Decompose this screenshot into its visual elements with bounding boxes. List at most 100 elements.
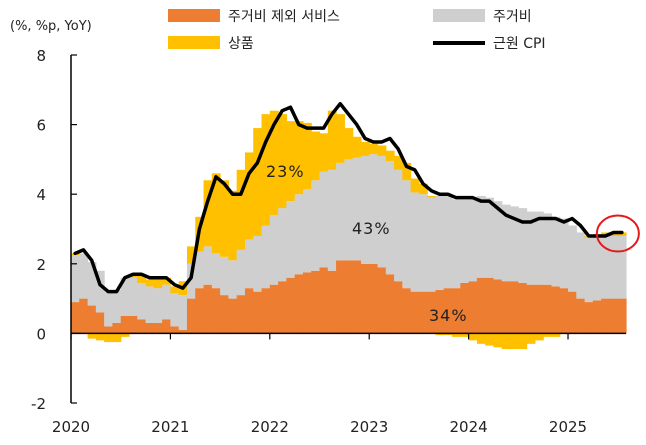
bar-segment-goods-25 — [278, 114, 287, 209]
bar-segment-services-ex-shelter-62 — [584, 302, 594, 334]
bar-segment-goods-24 — [269, 110, 279, 216]
bar-segment-services-ex-shelter-48 — [468, 281, 478, 334]
bar-segment-services-ex-shelter-45 — [443, 288, 453, 334]
bar-segment-goods-53 — [510, 333, 519, 350]
bar-segment-shelter-62 — [584, 237, 594, 303]
bar-segment-services-ex-shelter-54 — [518, 282, 528, 334]
bar-segment-services-ex-shelter-35 — [360, 263, 370, 334]
bar-segment-goods-9 — [145, 279, 155, 287]
legend-swatch-services-ex-shelter — [168, 9, 220, 22]
bar-segment-shelter-9 — [145, 286, 155, 323]
bar-segment-shelter-54 — [518, 208, 528, 283]
x-tick-label-4: 2024 — [450, 418, 488, 436]
bar-segment-goods-33 — [344, 128, 354, 160]
annotation-shelter-share: 43% — [352, 219, 391, 238]
bar-segment-shelter-26 — [286, 201, 296, 278]
bar-segment-goods-41 — [410, 178, 420, 193]
bar-segment-goods-36 — [369, 143, 379, 155]
bar-segment-services-ex-shelter-7 — [128, 316, 138, 334]
bar-segment-shelter-30 — [319, 171, 329, 268]
bar-segment-shelter-0 — [71, 255, 80, 303]
bar-segment-shelter-43 — [427, 197, 437, 292]
bar-segment-services-ex-shelter-52 — [501, 281, 511, 334]
bar-segment-services-ex-shelter-66 — [617, 298, 627, 334]
bar-segment-goods-21 — [244, 152, 254, 240]
bar-segment-services-ex-shelter-49 — [476, 277, 486, 334]
bar-segment-goods-45 — [443, 333, 453, 336]
y-tick-label-4: 6 — [36, 117, 46, 135]
bar-segment-services-ex-shelter-34 — [352, 260, 362, 334]
bar-segment-goods-43 — [427, 195, 437, 198]
legend-label-services-ex-shelter: 주거비 제외 서비스 — [228, 9, 340, 25]
bar-segment-shelter-57 — [543, 213, 553, 285]
bar-segment-shelter-63 — [592, 237, 602, 301]
bar-segment-goods-48 — [468, 333, 478, 341]
bar-segment-services-ex-shelter-16 — [203, 284, 213, 334]
bar-segment-services-ex-shelter-43 — [427, 291, 437, 334]
bar-segment-goods-28 — [302, 122, 312, 189]
bar-segment-services-ex-shelter-40 — [402, 288, 412, 334]
bar-segment-services-ex-shelter-59 — [559, 288, 569, 334]
y-tick-label-1: 0 — [36, 325, 46, 343]
bar-segment-services-ex-shelter-41 — [410, 291, 420, 334]
bar-segment-services-ex-shelter-56 — [534, 284, 544, 334]
bar-segment-services-ex-shelter-31 — [327, 270, 337, 334]
bar-segment-shelter-42 — [418, 194, 428, 292]
x-tick-label-1: 2021 — [151, 418, 189, 436]
bar-segment-goods-55 — [526, 333, 536, 344]
highlight-circle — [595, 214, 640, 253]
bar-segment-services-ex-shelter-28 — [302, 272, 312, 334]
bar-segment-services-ex-shelter-20 — [236, 295, 246, 334]
bar-segment-services-ex-shelter-29 — [311, 270, 321, 334]
x-tick-label-5: 2025 — [549, 418, 587, 436]
bar-segment-goods-50 — [485, 333, 495, 346]
bar-segment-shelter-39 — [394, 169, 403, 282]
highlight-circle-group — [595, 214, 640, 253]
bar-segment-shelter-58 — [551, 216, 561, 287]
bar-segment-services-ex-shelter-14 — [186, 298, 196, 334]
annotation-services-share: 34% — [429, 306, 468, 325]
bar-segment-shelter-23 — [261, 225, 271, 289]
bar-segment-goods-18 — [220, 180, 229, 257]
bar-segment-goods-47 — [460, 333, 470, 337]
bar-segment-services-ex-shelter-18 — [220, 295, 229, 334]
bar-segment-services-ex-shelter-38 — [385, 274, 395, 334]
bar-segment-services-ex-shelter-15 — [195, 288, 205, 334]
bar-segment-shelter-20 — [236, 249, 246, 296]
bar-segment-shelter-36 — [369, 154, 379, 264]
bar-segment-shelter-55 — [526, 211, 536, 285]
bar-segment-services-ex-shelter-9 — [145, 322, 155, 334]
bar-segment-shelter-48 — [468, 197, 478, 282]
bar-segment-services-ex-shelter-39 — [394, 281, 403, 334]
bar-segment-services-ex-shelter-53 — [510, 281, 519, 334]
bar-segment-goods-31 — [327, 110, 337, 170]
bar-segment-shelter-35 — [360, 155, 370, 264]
bar-segment-services-ex-shelter-4 — [104, 326, 114, 334]
annotation-goods-share: 23% — [266, 162, 305, 181]
bar-segment-goods-37 — [377, 145, 387, 156]
bar-segment-shelter-27 — [294, 194, 304, 275]
x-tick-label-2: 2022 — [251, 418, 289, 436]
bar-segment-services-ex-shelter-13 — [178, 329, 188, 334]
bar-segment-shelter-49 — [476, 195, 486, 278]
bar-segment-shelter-66 — [617, 235, 627, 299]
bar-segment-goods-23 — [261, 114, 271, 226]
bar-segment-goods-26 — [286, 121, 296, 202]
bar-segment-services-ex-shelter-25 — [278, 281, 287, 334]
bar-segment-services-ex-shelter-2 — [87, 305, 97, 334]
bar-segment-shelter-33 — [344, 159, 354, 261]
bar-segment-shelter-45 — [443, 195, 453, 289]
bar-segment-goods-11 — [162, 277, 171, 285]
bar-segment-shelter-60 — [568, 225, 577, 292]
bar-segment-shelter-7 — [128, 277, 138, 316]
bar-segment-services-ex-shelter-33 — [344, 260, 354, 334]
x-tick-label-0: 2020 — [52, 418, 90, 436]
bar-segment-shelter-11 — [162, 284, 171, 320]
bar-segment-services-ex-shelter-60 — [568, 291, 577, 334]
bar-segment-shelter-3 — [95, 270, 105, 313]
bar-segment-services-ex-shelter-21 — [244, 288, 254, 334]
bar-segment-goods-5 — [112, 333, 122, 343]
bar-segment-services-ex-shelter-57 — [543, 284, 553, 334]
legend-swatch-shelter — [433, 9, 485, 22]
